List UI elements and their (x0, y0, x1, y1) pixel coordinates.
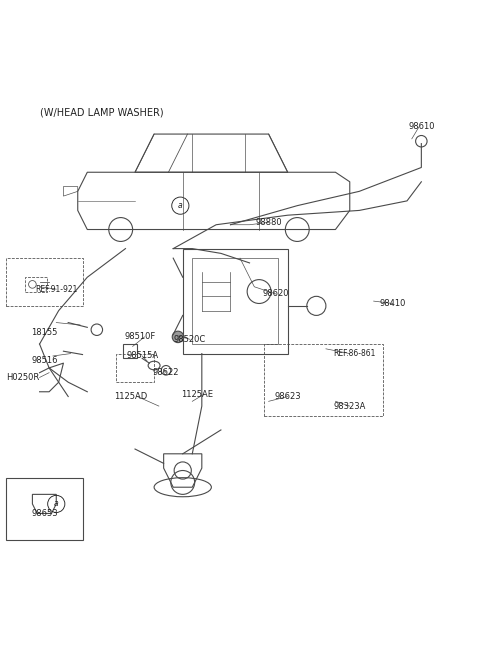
Text: 1125AD: 1125AD (114, 392, 147, 401)
Text: 98520C: 98520C (174, 334, 206, 344)
Bar (6, 258, 83, 306)
Text: 98653: 98653 (31, 509, 58, 518)
Text: 98623: 98623 (275, 392, 301, 401)
Text: a: a (178, 201, 183, 210)
Bar (183, 249, 288, 354)
Text: 98880: 98880 (255, 218, 282, 227)
Bar (116, 354, 154, 382)
Bar (264, 344, 383, 415)
Text: a: a (54, 500, 59, 508)
Text: 98410: 98410 (380, 299, 406, 308)
Circle shape (172, 331, 184, 343)
Text: 98620: 98620 (263, 290, 289, 298)
Text: (W/HEAD LAMP WASHER): (W/HEAD LAMP WASHER) (39, 108, 163, 118)
Text: REF.86-861: REF.86-861 (333, 349, 376, 358)
Text: H0250R: H0250R (6, 373, 39, 382)
Text: 1125AE: 1125AE (181, 389, 213, 399)
Bar (123, 344, 137, 359)
Text: REF.91-921: REF.91-921 (35, 285, 77, 294)
Text: 98510F: 98510F (124, 332, 156, 341)
Bar (192, 258, 278, 344)
Bar (6, 478, 83, 540)
Text: 18155: 18155 (31, 328, 58, 337)
Text: 98515A: 98515A (126, 351, 158, 361)
Text: 98516: 98516 (31, 357, 58, 365)
Text: 98622: 98622 (153, 368, 180, 377)
Text: 98323A: 98323A (334, 401, 366, 411)
Bar (25, 277, 47, 292)
Text: 98610: 98610 (408, 122, 434, 131)
